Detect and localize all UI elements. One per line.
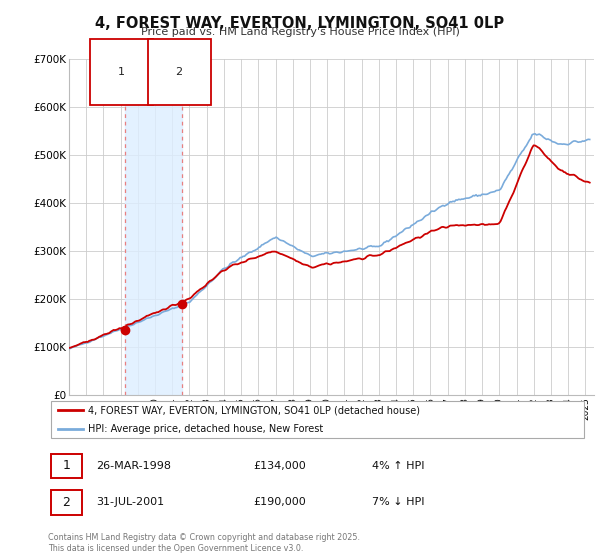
Text: Contains HM Land Registry data © Crown copyright and database right 2025.
This d: Contains HM Land Registry data © Crown c… (48, 533, 360, 553)
Text: 1: 1 (62, 459, 70, 473)
Text: 4% ↑ HPI: 4% ↑ HPI (372, 461, 425, 471)
Bar (125, 59, 182, 395)
Text: Price paid vs. HM Land Registry's House Price Index (HPI): Price paid vs. HM Land Registry's House … (140, 27, 460, 37)
Text: £134,000: £134,000 (253, 461, 306, 471)
Text: 1: 1 (118, 67, 125, 77)
Text: 2: 2 (176, 67, 183, 77)
Text: HPI: Average price, detached house, New Forest: HPI: Average price, detached house, New … (89, 424, 324, 433)
Text: 2: 2 (62, 496, 70, 509)
FancyBboxPatch shape (50, 454, 82, 478)
Text: 4, FOREST WAY, EVERTON, LYMINGTON, SO41 0LP: 4, FOREST WAY, EVERTON, LYMINGTON, SO41 … (95, 16, 505, 31)
Text: 31-JUL-2001: 31-JUL-2001 (97, 497, 165, 507)
Text: 4, FOREST WAY, EVERTON, LYMINGTON, SO41 0LP (detached house): 4, FOREST WAY, EVERTON, LYMINGTON, SO41 … (89, 405, 421, 415)
FancyBboxPatch shape (50, 490, 82, 515)
FancyBboxPatch shape (50, 401, 584, 438)
Text: 26-MAR-1998: 26-MAR-1998 (97, 461, 172, 471)
Text: 7% ↓ HPI: 7% ↓ HPI (372, 497, 425, 507)
Text: £190,000: £190,000 (253, 497, 306, 507)
